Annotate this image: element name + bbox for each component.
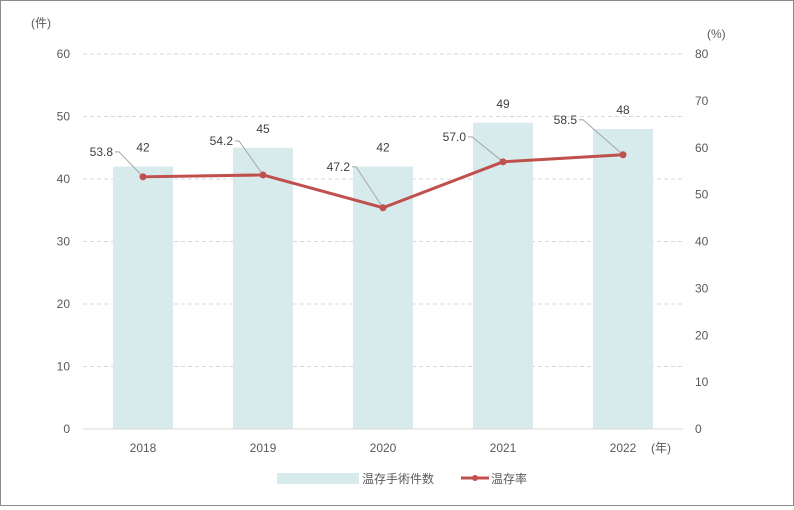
line-point [499, 158, 507, 166]
gridlines [83, 53, 683, 367]
x-unit: (年) [651, 441, 671, 455]
bar [233, 147, 293, 429]
legend: 温存手術件数 温存率 [277, 471, 527, 486]
data-labels: 42 45 42 49 48 53.8 54.2 47.2 57.0 58.5 [90, 97, 630, 174]
line-value-label: 47.2 [327, 160, 351, 174]
line-value-label: 54.2 [210, 134, 234, 148]
y-left-tick-label: 40 [57, 172, 71, 186]
x-tick-label: 2019 [250, 441, 277, 455]
leader-line [352, 166, 384, 209]
line-point [139, 173, 147, 181]
y-right-tick-label: 20 [695, 328, 709, 342]
line-series [139, 151, 627, 212]
y-right-tick-label: 80 [695, 47, 709, 61]
line-value-label: 53.8 [90, 145, 114, 159]
y-right-tick-label: 40 [695, 235, 709, 249]
bar-value-label: 42 [136, 141, 150, 155]
y-right-tick-label: 70 [695, 94, 709, 108]
y-left-tick-label: 0 [63, 422, 70, 436]
x-tick-label: 2018 [130, 441, 157, 455]
y-right-unit: (%) [707, 27, 726, 41]
y-left-unit: (件) [31, 16, 51, 30]
y-left-tick-label: 10 [57, 360, 71, 374]
line-point [619, 151, 627, 159]
legend-swatch-marker [472, 475, 478, 481]
x-tick-label: 2022 [610, 441, 637, 455]
line-value-label: 57.0 [443, 130, 467, 144]
line-point [379, 204, 387, 212]
bar-value-label: 42 [376, 141, 390, 155]
y-left-tick-label: 50 [57, 110, 71, 124]
leader-line [115, 151, 144, 178]
legend-label-line: 温存率 [491, 471, 527, 486]
y-right-tick-label: 30 [695, 281, 709, 295]
line-point [259, 171, 267, 179]
bar-value-label: 45 [256, 122, 270, 136]
y-right-tick-label: 60 [695, 141, 709, 155]
leader-line [235, 140, 264, 176]
y-right-tick-label: 0 [695, 422, 702, 436]
y-left-tick-label: 20 [57, 297, 71, 311]
leader-lines [115, 119, 624, 209]
leader-line [468, 136, 504, 163]
legend-swatch-bars [277, 473, 359, 484]
bar [473, 122, 533, 429]
line-value-label: 58.5 [554, 113, 578, 127]
leader-line [579, 119, 624, 156]
legend-label-bars: 温存手術件数 [362, 471, 434, 486]
bar-series [113, 122, 653, 429]
bar-value-label: 48 [616, 103, 630, 117]
y-right-tick-label: 10 [695, 375, 709, 389]
bar-value-label: 49 [496, 97, 510, 111]
x-tick-label: 2020 [370, 441, 397, 455]
y-left-tick-label: 60 [57, 47, 71, 61]
y-right-tick-label: 50 [695, 188, 709, 202]
axes: (件) (%) (年) 0 10 20 30 40 50 60 0 10 20 30 40 50 60 70… [31, 16, 726, 455]
x-tick-label: 2021 [490, 441, 517, 455]
bar [113, 166, 173, 429]
bar [593, 129, 653, 429]
y-left-tick-label: 30 [57, 235, 71, 249]
